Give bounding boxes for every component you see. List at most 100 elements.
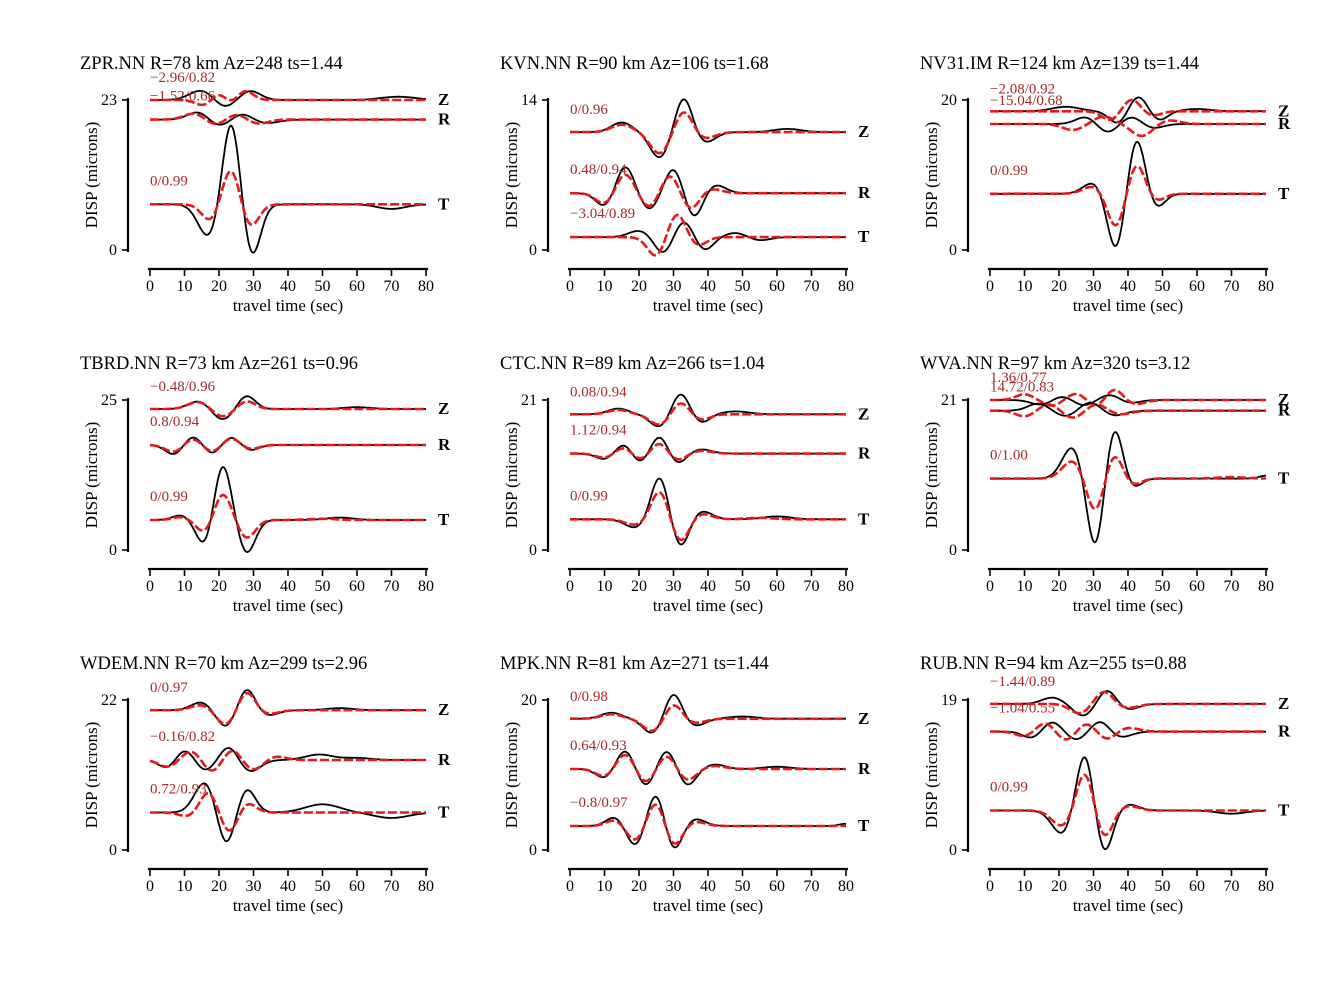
y-axis-label: DISP (microns): [82, 722, 101, 829]
x-tick-label: 50: [315, 278, 331, 295]
x-tick-label: 40: [280, 878, 296, 895]
x-tick-label: 80: [418, 878, 434, 895]
synthetic-waveform-Z: [570, 111, 846, 155]
synthetic-waveform-T: [150, 170, 426, 227]
x-tick-label: 50: [1155, 578, 1171, 595]
x-tick-label: 80: [838, 578, 854, 595]
synthetic-waveform-Z: [150, 89, 426, 107]
observed-waveform-Z: [570, 98, 846, 159]
x-tick-label: 10: [1017, 578, 1033, 595]
x-tick-label: 0: [146, 878, 154, 895]
component-label: T: [1278, 801, 1290, 820]
x-tick-label: 60: [349, 878, 365, 895]
x-tick-label: 80: [418, 578, 434, 595]
observed-waveform-T: [570, 477, 846, 546]
component-label: Z: [438, 700, 449, 719]
component-label: T: [858, 509, 870, 528]
fit-annotation: 0/0.97: [150, 680, 188, 696]
x-tick-label: 50: [1155, 878, 1171, 895]
component-label: Z: [1278, 390, 1289, 409]
fit-annotation: −0.16/0.82: [150, 729, 215, 745]
synthetic-waveform-T: [990, 773, 1266, 837]
x-tick-label: 40: [700, 878, 716, 895]
x-tick-label: 20: [1051, 578, 1067, 595]
fit-annotation: 0.8/0.94: [150, 414, 200, 430]
fit-annotation: 14.72/0.83: [990, 380, 1054, 396]
observed-waveform-T: [990, 431, 1266, 544]
observed-waveform-R: [149, 436, 426, 455]
panel-title: KVN.NN R=90 km Az=106 ts=1.68: [500, 54, 769, 74]
fit-annotation: −2.96/0.82: [150, 70, 215, 86]
x-tick-label: 80: [1258, 878, 1274, 895]
x-tick-label: 30: [1086, 278, 1102, 295]
x-tick-label: 30: [246, 878, 262, 895]
component-label: T: [858, 227, 870, 246]
y-tick-label: 21: [521, 392, 537, 409]
component-label: Z: [438, 399, 449, 418]
y-tick-label: 0: [949, 242, 957, 259]
x-tick-label: 0: [986, 878, 994, 895]
component-label: R: [1278, 114, 1291, 133]
component-label: T: [438, 803, 450, 822]
panel-title: RUB.NN R=94 km Az=255 ts=0.88: [920, 654, 1187, 674]
x-tick-label: 20: [631, 878, 647, 895]
x-axis-label: travel time (sec): [1073, 596, 1183, 615]
component-label: R: [438, 435, 451, 454]
x-tick-label: 60: [769, 278, 785, 295]
observed-waveform-T: [150, 466, 426, 553]
synthetic-waveform-R: [990, 115, 1266, 138]
component-label: Z: [858, 709, 869, 728]
observed-waveform-R: [570, 436, 846, 463]
synthetic-waveform-Z: [150, 400, 426, 418]
x-tick-label: 30: [1086, 578, 1102, 595]
x-tick-label: 70: [804, 278, 820, 295]
x-tick-label: 40: [700, 578, 716, 595]
synthetic-waveform-T: [570, 213, 846, 257]
synthetic-waveform-T: [150, 493, 426, 539]
fit-annotation: 0.64/0.93: [570, 738, 627, 754]
x-tick-label: 0: [146, 578, 154, 595]
synthetic-waveform-R: [570, 442, 846, 461]
y-tick-label: 0: [109, 842, 117, 859]
y-tick-label: 0: [109, 242, 117, 259]
y-axis-label: DISP (microns): [502, 722, 521, 829]
x-tick-label: 60: [769, 578, 785, 595]
x-tick-label: 10: [597, 578, 613, 595]
component-label: T: [858, 816, 870, 835]
x-tick-label: 70: [804, 878, 820, 895]
x-tick-label: 40: [700, 278, 716, 295]
x-tick-label: 70: [1224, 278, 1240, 295]
x-tick-label: 30: [666, 578, 682, 595]
x-tick-label: 10: [177, 278, 193, 295]
panel-title: WVA.NN R=97 km Az=320 ts=3.12: [920, 354, 1190, 374]
fit-annotation: −15.04/0.68: [990, 93, 1063, 109]
x-tick-label: 20: [211, 578, 227, 595]
x-tick-label: 20: [1051, 278, 1067, 295]
synthetic-waveform-T: [570, 803, 846, 845]
component-label: Z: [1278, 101, 1289, 120]
x-tick-label: 70: [804, 578, 820, 595]
component-label: R: [858, 444, 871, 463]
fit-annotation: 0/1.00: [990, 448, 1028, 464]
y-axis-label: DISP (microns): [82, 422, 101, 529]
component-label: R: [858, 759, 871, 778]
y-tick-label: 0: [529, 842, 537, 859]
x-tick-label: 50: [735, 878, 751, 895]
component-label: R: [1278, 401, 1291, 420]
y-axis-label: DISP (microns): [922, 722, 941, 829]
fit-annotation: 0.08/0.94: [570, 384, 627, 400]
observed-waveform-T: [990, 756, 1266, 851]
panel-title: ZPR.NN R=78 km Az=248 ts=1.44: [80, 54, 343, 74]
x-tick-label: 20: [631, 278, 647, 295]
x-axis-label: travel time (sec): [1073, 296, 1183, 315]
synthetic-waveform-R: [150, 112, 426, 126]
x-tick-label: 40: [1120, 578, 1136, 595]
x-axis-label: travel time (sec): [233, 296, 343, 315]
component-label: Z: [858, 122, 869, 141]
component-label: Z: [1278, 694, 1289, 713]
x-tick-label: 60: [1189, 278, 1205, 295]
x-tick-label: 80: [838, 878, 854, 895]
